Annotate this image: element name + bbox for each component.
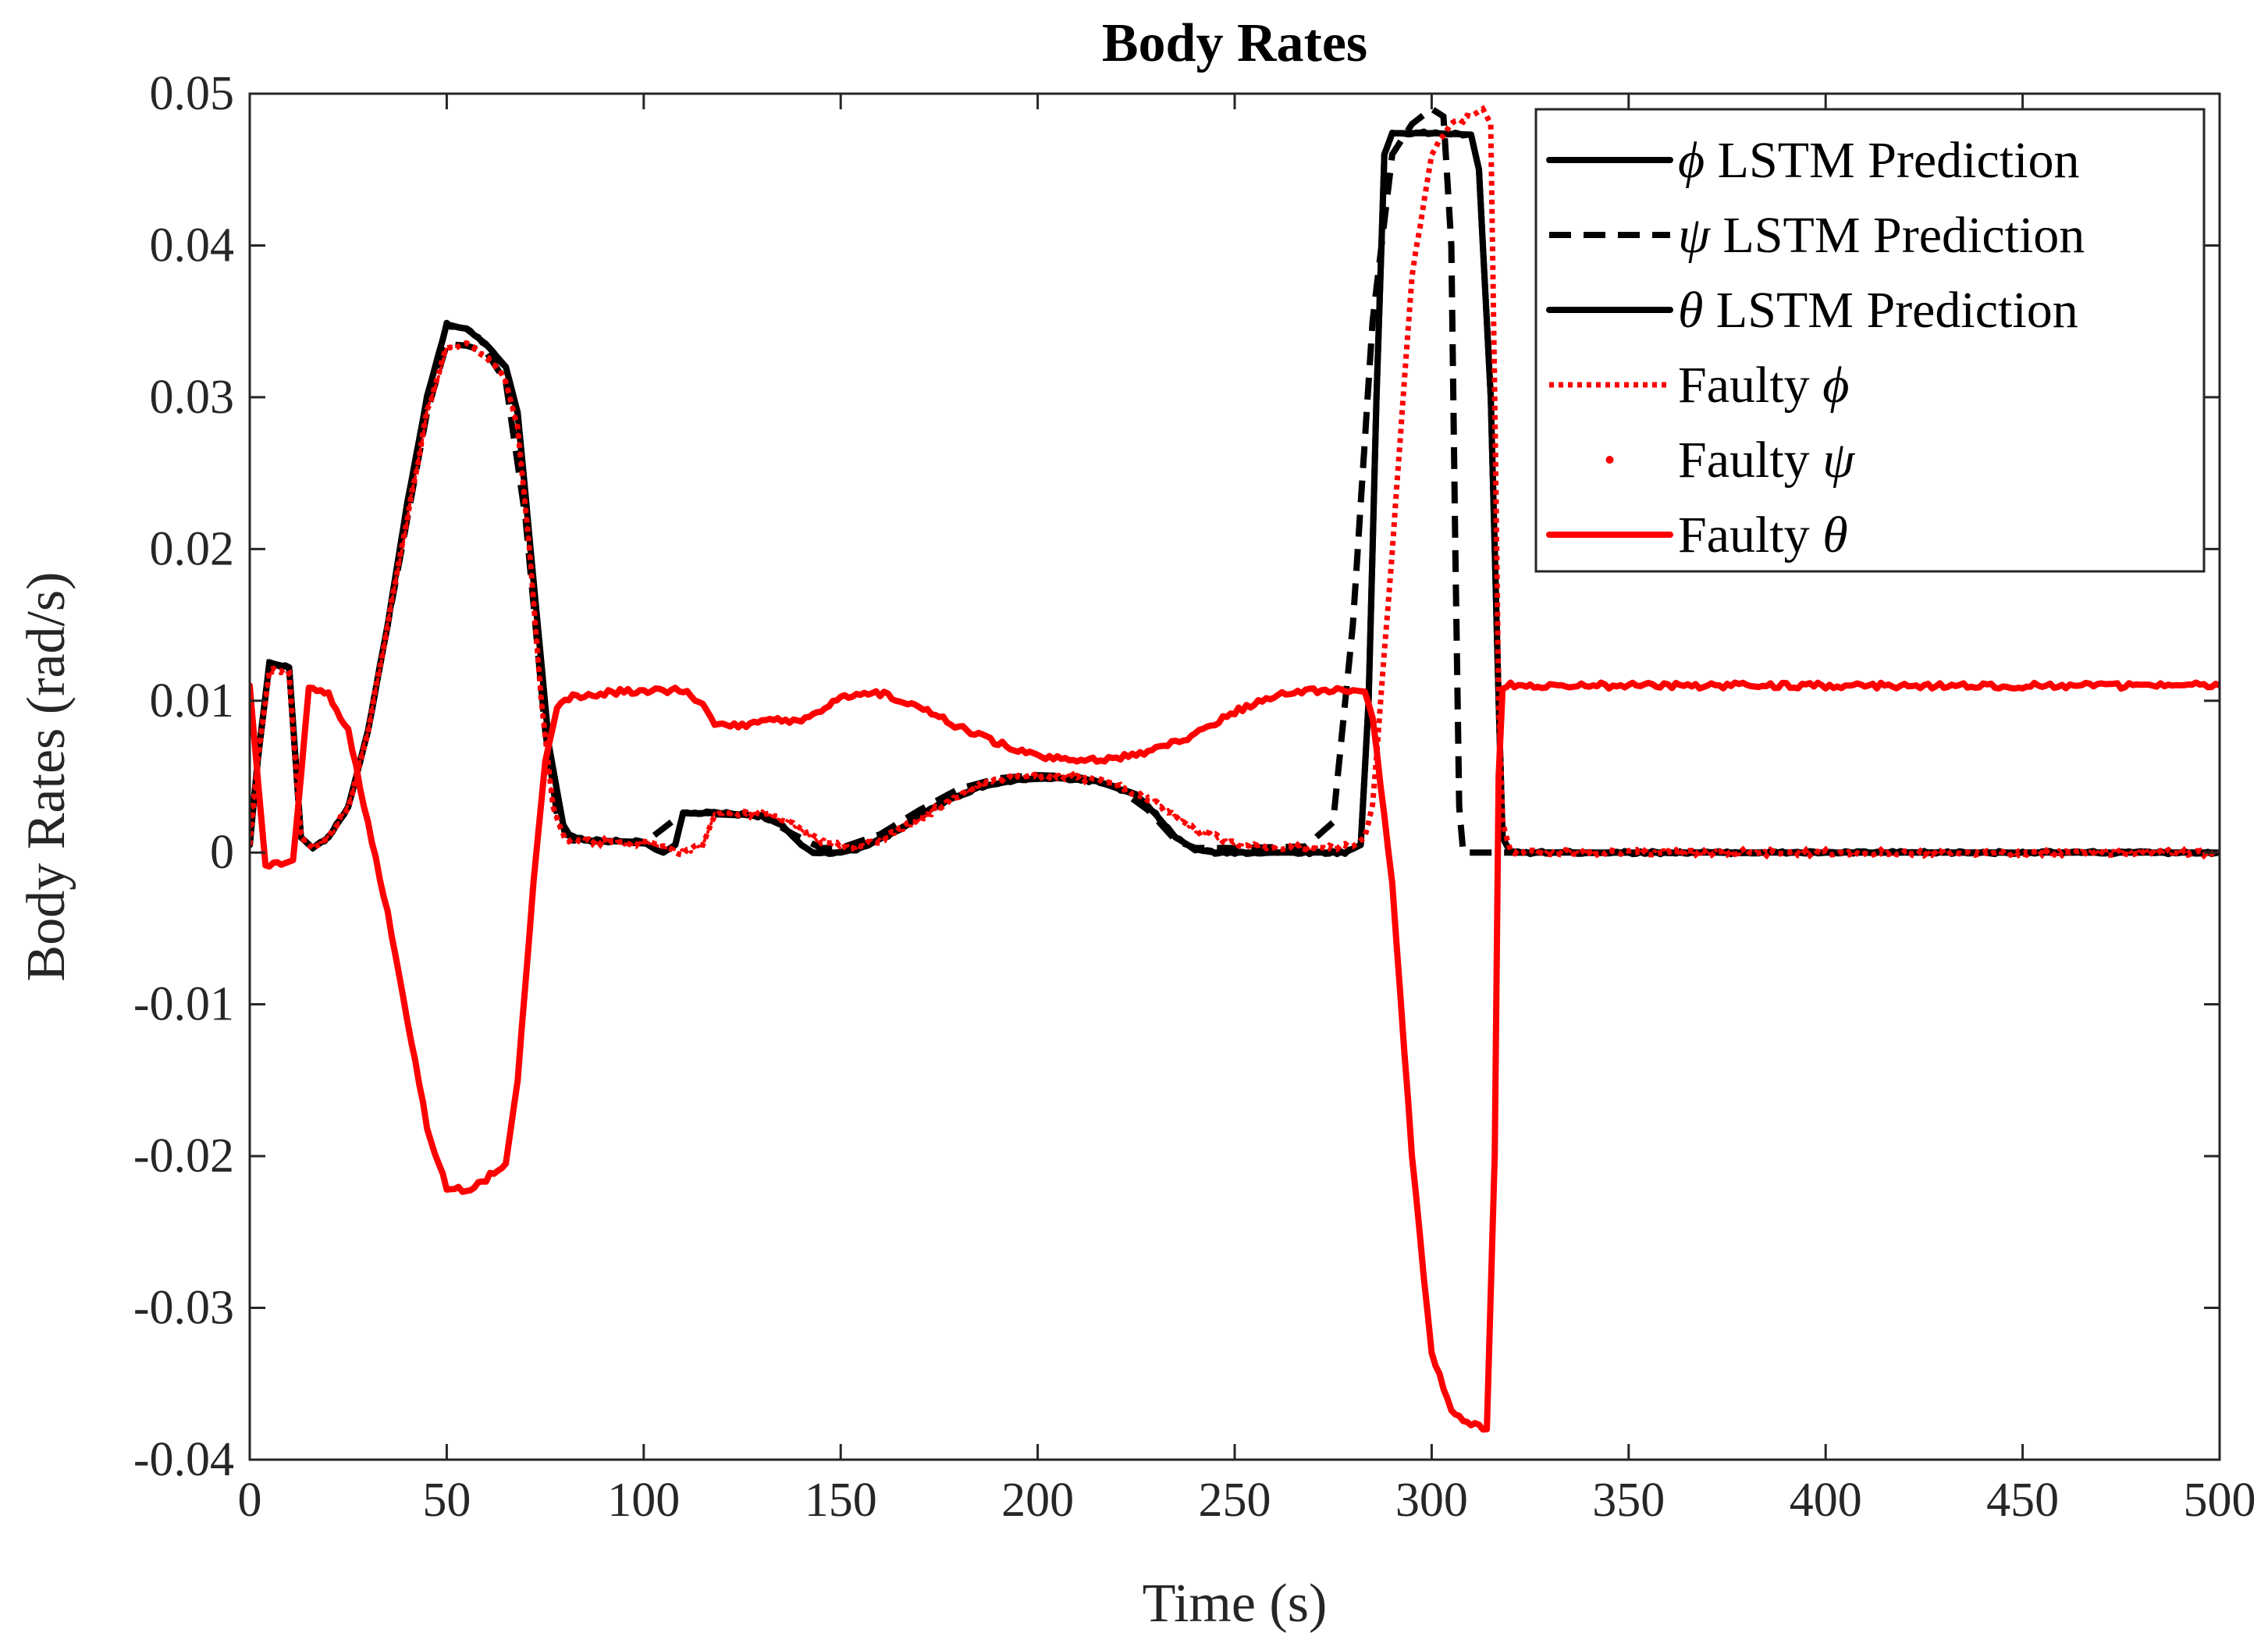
- legend-text: LSTM Prediction: [1705, 132, 2079, 189]
- x-tick-label: 50: [422, 1474, 471, 1527]
- series-line-3: [250, 105, 2220, 861]
- legend-text: Faulty: [1678, 432, 1822, 489]
- x-tick-label: 450: [1986, 1474, 2059, 1527]
- legend-symbol: ϕ: [1678, 132, 1705, 189]
- legend-text: LSTM Prediction: [1703, 282, 2078, 339]
- x-axis-ticks: 0 50 100 150 200 250 300 350 400 450 500: [238, 94, 2256, 1527]
- series-layer: [250, 105, 2220, 1433]
- y-tick-label: -0.02: [133, 1129, 234, 1183]
- y-tick-label: 0.05: [150, 67, 235, 120]
- plot-area: 0 50 100 150 200 250 300 350 400 450 500 -0.04-0.0…: [133, 67, 2256, 1527]
- legend-swatch-4: [1605, 456, 1614, 464]
- legend-text: Faulty: [1678, 507, 1822, 564]
- legend-label-4: Faulty ψ: [1678, 432, 1855, 489]
- x-tick-label: 250: [1199, 1474, 1271, 1527]
- y-tick-label: 0.01: [150, 674, 235, 727]
- x-tick-label: 300: [1395, 1474, 1468, 1527]
- legend-label-0: ϕ LSTM Prediction: [1678, 132, 2079, 189]
- x-tick-label: 0: [238, 1474, 262, 1527]
- y-tick-label: -0.04: [133, 1433, 234, 1486]
- legend-box: [1534, 108, 2206, 573]
- legend-label-1: ψ LSTM Prediction: [1678, 207, 2085, 264]
- series-line-5: [250, 679, 2220, 1433]
- legend-symbol: θ: [1678, 282, 1703, 339]
- x-tick-label: 150: [805, 1474, 877, 1527]
- legend-label-3: Faulty ϕ: [1678, 357, 1849, 414]
- legend-symbol: ψ: [1678, 207, 1711, 264]
- x-tick-label: 500: [2184, 1474, 2256, 1527]
- x-tick-label: 400: [1790, 1474, 1862, 1527]
- chart-title: Body Rates: [1102, 13, 1367, 73]
- y-axis-label: Body Rates (rad/s): [16, 572, 76, 982]
- legend-label-5: Faulty θ: [1678, 507, 1848, 564]
- legend-text: Faulty: [1678, 357, 1822, 414]
- y-tick-label: -0.03: [133, 1282, 234, 1335]
- y-axis-ticks: -0.04 -0.03 -0.02 -0.01 0 0.01 0.02 0.03 0.04 0.0…: [133, 67, 2220, 1486]
- y-tick-label: 0: [210, 826, 234, 879]
- y-tick-label: 0.02: [150, 522, 235, 575]
- x-axis-label: Time (s): [1143, 1574, 1328, 1634]
- y-tick-label: 0.03: [150, 371, 235, 424]
- legend-symbol: ψ: [1822, 432, 1855, 489]
- x-tick-label: 200: [1001, 1474, 1074, 1527]
- series-line-4: [250, 106, 2220, 858]
- y-tick-label: -0.01: [133, 978, 234, 1031]
- x-tick-label: 350: [1592, 1474, 1665, 1527]
- x-tick-label: 100: [607, 1474, 680, 1527]
- y-tick-label: 0.04: [150, 219, 235, 272]
- legend-symbol: ϕ: [1822, 357, 1849, 414]
- legend-label-2: θ LSTM Prediction: [1678, 282, 2078, 339]
- legend-text: LSTM Prediction: [1710, 207, 2085, 264]
- legend-symbol: θ: [1822, 507, 1847, 564]
